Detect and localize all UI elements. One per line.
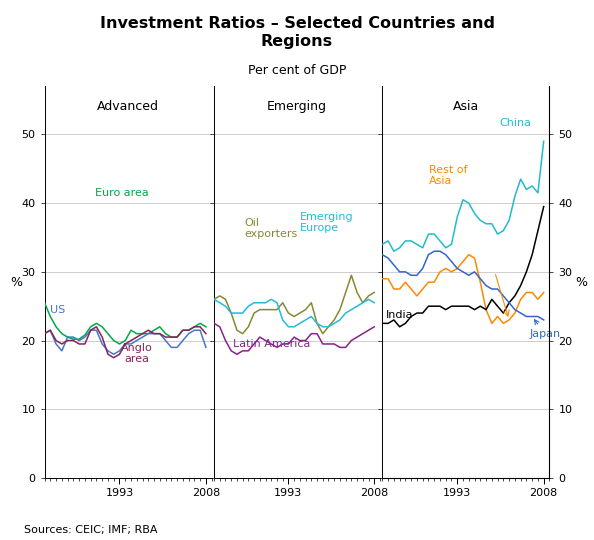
Text: Emerging
Europe: Emerging Europe [301,212,354,233]
Text: Emerging: Emerging [267,100,327,113]
Y-axis label: %: % [10,275,22,289]
Text: Oil
exporters: Oil exporters [244,218,297,239]
Text: Per cent of GDP: Per cent of GDP [248,64,346,77]
Text: India: India [386,309,413,320]
Text: Euro area: Euro area [94,188,148,198]
Text: Advanced: Advanced [97,100,159,113]
Text: Anglo
area: Anglo area [121,343,152,364]
Text: Rest of
Asia: Rest of Asia [429,165,467,186]
Text: Investment Ratios – Selected Countries and
Regions: Investment Ratios – Selected Countries a… [100,16,494,49]
Text: Asia: Asia [453,100,479,113]
Text: China: China [500,118,531,128]
Text: Sources: CEIC; IMF; RBA: Sources: CEIC; IMF; RBA [24,524,157,535]
Text: Japan: Japan [529,320,560,339]
Y-axis label: %: % [575,275,587,289]
Text: US: US [49,306,65,315]
Text: Latin America: Latin America [233,339,311,349]
